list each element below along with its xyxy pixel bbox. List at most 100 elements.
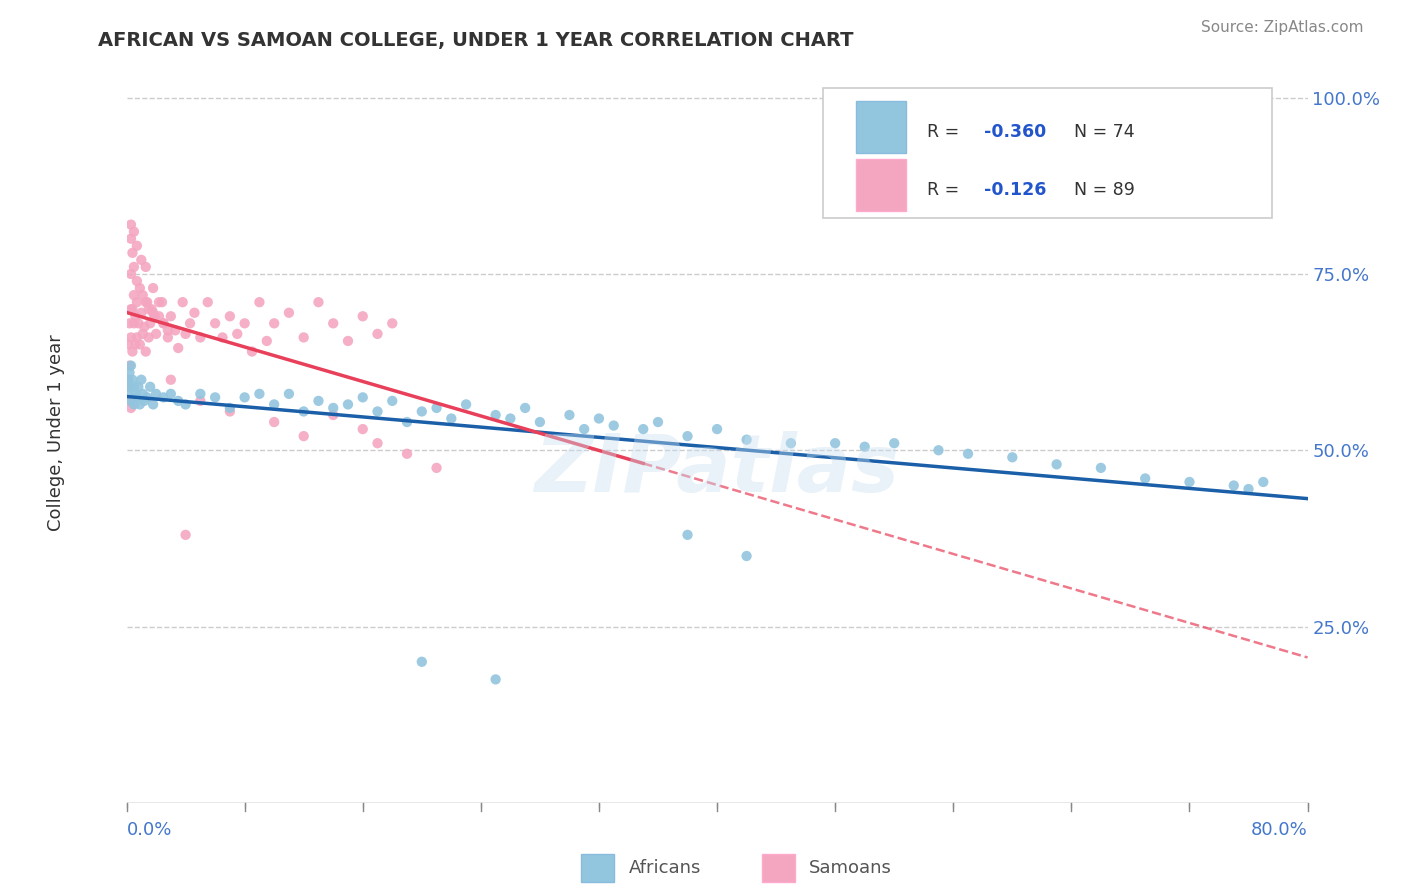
Point: [136, 390, 159, 404]
Point: [128, 281, 150, 295]
Point: [125, 390, 148, 404]
Text: -0.360: -0.360: [984, 123, 1046, 142]
Point: [1223, 478, 1246, 492]
Point: [499, 411, 522, 425]
Point: [118, 393, 141, 408]
Point: [127, 316, 149, 330]
Point: [515, 401, 537, 415]
Point: [249, 387, 271, 401]
Point: [352, 310, 374, 324]
Point: [219, 404, 242, 418]
Point: [160, 310, 183, 324]
Point: [183, 306, 205, 320]
Point: [125, 295, 148, 310]
Point: [883, 436, 905, 450]
Point: [117, 387, 139, 401]
Point: [134, 393, 156, 408]
Text: R =: R =: [928, 123, 965, 142]
Point: [129, 306, 153, 320]
Point: [425, 401, 447, 415]
Point: [145, 387, 167, 401]
Point: [138, 302, 160, 317]
Point: [122, 260, 145, 274]
Point: [256, 334, 278, 348]
Point: [529, 415, 551, 429]
Point: [588, 411, 610, 425]
Point: [233, 390, 256, 404]
Point: [367, 326, 389, 341]
FancyBboxPatch shape: [581, 854, 614, 882]
Point: [125, 274, 148, 288]
Point: [148, 295, 170, 310]
Point: [249, 295, 271, 310]
Point: [204, 316, 226, 330]
Point: [367, 404, 389, 418]
Point: [167, 393, 190, 408]
Text: College, Under 1 year: College, Under 1 year: [46, 334, 65, 531]
Point: [240, 344, 263, 359]
Point: [735, 433, 758, 447]
Point: [1001, 450, 1024, 465]
Point: [1237, 482, 1260, 496]
Point: [120, 302, 142, 317]
Point: [121, 344, 143, 359]
Point: [118, 359, 141, 373]
Point: [381, 316, 404, 330]
Point: [125, 330, 148, 344]
Text: N = 89: N = 89: [1063, 181, 1135, 199]
Point: [633, 422, 655, 436]
Point: [152, 316, 174, 330]
Point: [132, 387, 155, 401]
Point: [292, 404, 315, 418]
Point: [676, 528, 699, 542]
Point: [337, 334, 360, 348]
Point: [278, 306, 301, 320]
Point: [142, 306, 165, 320]
Point: [396, 447, 419, 461]
Point: [396, 415, 419, 429]
Point: [263, 415, 285, 429]
Text: AFRICAN VS SAMOAN COLLEGE, UNDER 1 YEAR CORRELATION CHART: AFRICAN VS SAMOAN COLLEGE, UNDER 1 YEAR …: [98, 31, 853, 50]
Point: [1090, 461, 1112, 475]
Point: [263, 316, 285, 330]
Point: [484, 408, 508, 422]
Point: [128, 397, 150, 411]
Point: [156, 330, 179, 344]
Text: Samoans: Samoans: [810, 859, 891, 877]
Point: [263, 397, 285, 411]
Point: [337, 397, 360, 411]
Point: [125, 239, 148, 253]
Point: [122, 397, 145, 411]
Point: [150, 295, 173, 310]
Point: [204, 390, 226, 404]
Point: [134, 319, 156, 334]
Point: [120, 267, 142, 281]
Point: [128, 337, 150, 351]
Point: [219, 310, 242, 324]
Point: [120, 330, 142, 344]
Point: [425, 461, 447, 475]
Point: [853, 440, 876, 454]
Point: [188, 387, 212, 401]
Point: [928, 443, 950, 458]
Point: [141, 302, 163, 317]
Point: [124, 310, 146, 324]
Point: [308, 295, 330, 310]
FancyBboxPatch shape: [762, 854, 794, 882]
Text: Africans: Africans: [628, 859, 700, 877]
Point: [117, 373, 139, 387]
Point: [188, 393, 212, 408]
Point: [127, 380, 149, 394]
Point: [120, 232, 142, 246]
Point: [120, 401, 142, 415]
Point: [136, 295, 159, 310]
Point: [129, 373, 153, 387]
Point: [188, 330, 212, 344]
Point: [367, 436, 389, 450]
Point: [292, 429, 315, 443]
Point: [226, 326, 249, 341]
Point: [174, 397, 197, 411]
Point: [152, 316, 174, 330]
Point: [120, 218, 142, 232]
Point: [117, 337, 139, 351]
